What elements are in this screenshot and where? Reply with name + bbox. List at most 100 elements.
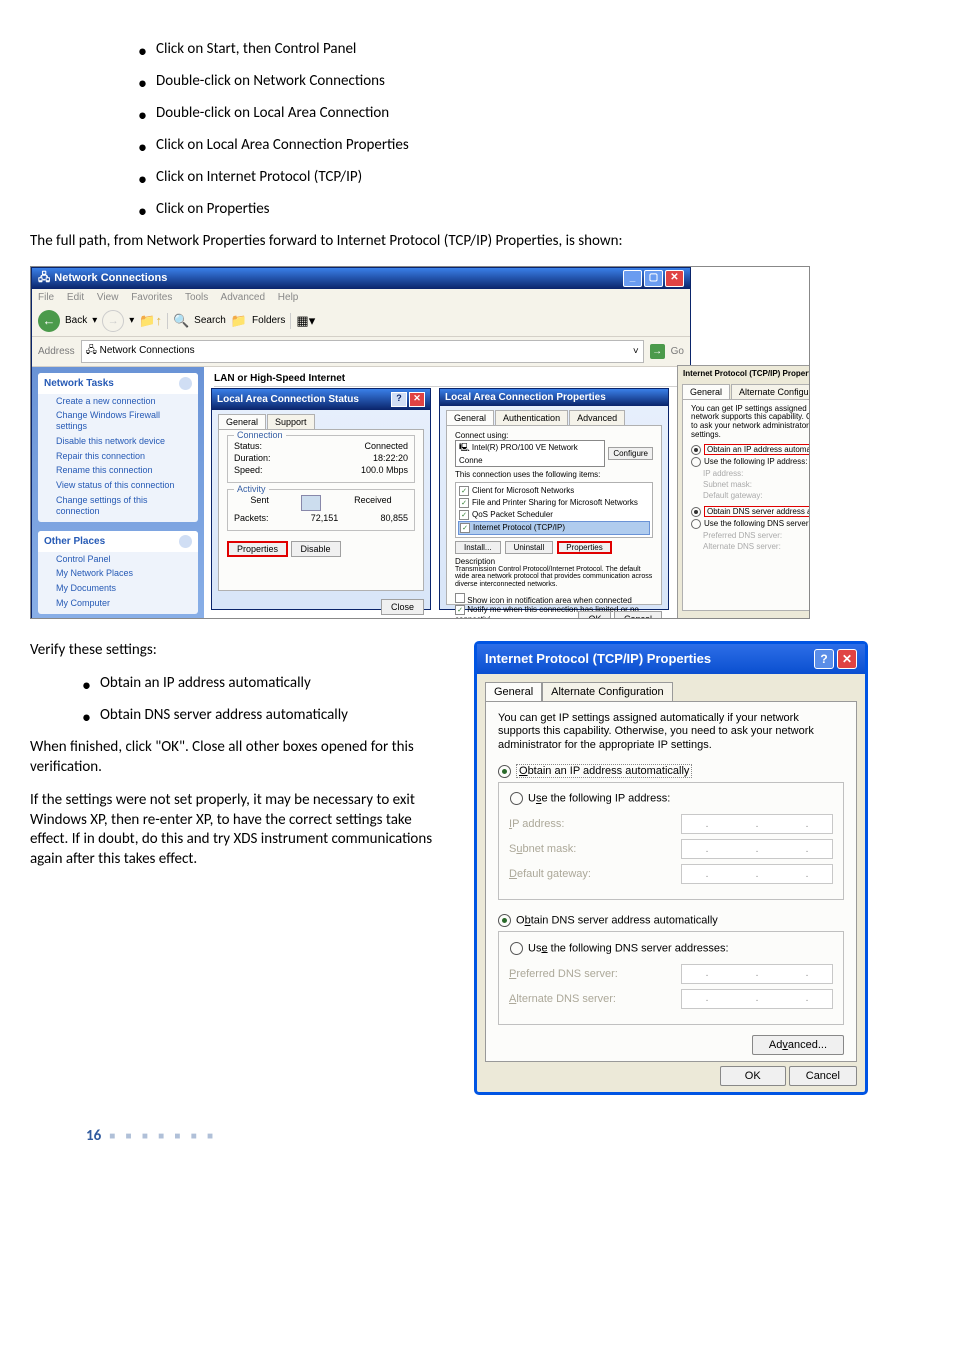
up-icon[interactable]: 📁↑	[139, 313, 162, 329]
pref-dns-label: Preferred DNS server:	[703, 531, 782, 540]
close-dialog-button[interactable]: Close	[381, 599, 424, 615]
show-icon-checkbox[interactable]	[455, 593, 465, 603]
radio-dns-auto-label: Obtain DNS server address automatically	[516, 915, 718, 927]
menu-view[interactable]: View	[97, 292, 119, 303]
maximize-button[interactable]: ▢	[644, 270, 663, 287]
menu-tools[interactable]: Tools	[185, 292, 208, 303]
ok-button[interactable]: OK	[578, 611, 611, 619]
menu-file[interactable]: File	[38, 292, 54, 303]
close-button[interactable]: ✕	[837, 649, 857, 669]
back-button[interactable]: ←	[38, 310, 60, 332]
nc-sidebar: Network Tasks Create a new connection Ch…	[32, 367, 204, 619]
place-link[interactable]: My Computer	[38, 596, 198, 611]
radio-dns-manual-label: Use the following DNS server addresses:	[528, 942, 729, 954]
task-link[interactable]: Create a new connection	[38, 394, 198, 409]
cancel-button[interactable]: Cancel	[614, 611, 662, 619]
address-value: Network Connections	[100, 345, 195, 356]
menu-edit[interactable]: Edit	[67, 292, 84, 303]
items-list[interactable]: ✓Client for Microsoft Networks ✓File and…	[455, 482, 653, 538]
place-link[interactable]: Control Panel	[38, 552, 198, 567]
radio-dns-manual[interactable]	[510, 942, 523, 955]
tab-alt-config[interactable]: Alternate Configuration	[731, 384, 810, 399]
task-link[interactable]: Disable this network device	[38, 434, 198, 449]
tcpip-properties-dialog: Internet Protocol (TCP/IP) Properties ? …	[474, 641, 868, 1095]
connect-using-label: Connect using:	[455, 431, 653, 440]
collapse-icon[interactable]	[179, 535, 192, 548]
menu-help[interactable]: Help	[278, 292, 299, 303]
radio-ip-auto[interactable]	[691, 445, 701, 455]
network-tasks-panel: Network Tasks Create a new connection Ch…	[38, 373, 198, 522]
tcpip-title: Internet Protocol (TCP/IP) Properties	[485, 651, 711, 666]
task-link[interactable]: Rename this connection	[38, 463, 198, 478]
uninstall-button[interactable]: Uninstall	[505, 541, 554, 554]
tab-alt-config[interactable]: Alternate Configuration	[542, 682, 673, 701]
tcpip-desc: You can get IP settings assigned automat…	[691, 405, 810, 440]
close-button[interactable]: ✕	[409, 392, 425, 407]
status-value: Connected	[364, 441, 408, 451]
item-properties-button[interactable]: Properties	[557, 541, 611, 554]
verify-item: Obtain DNS server address automatically	[100, 706, 444, 724]
subnet-input[interactable]: ...	[681, 839, 833, 859]
desc-text: Transmission Control Protocol/Internet P…	[455, 566, 653, 589]
cancel-button[interactable]: Cancel	[789, 1066, 857, 1086]
connection-group-label: Connection	[234, 430, 286, 440]
menu-favorites[interactable]: Favorites	[131, 292, 172, 303]
go-button[interactable]: →	[650, 344, 665, 359]
ip-label: IP address:	[703, 469, 743, 478]
ok-button[interactable]: OK	[720, 1066, 786, 1086]
collapse-icon[interactable]	[179, 377, 192, 390]
close-button[interactable]: ✕	[665, 270, 684, 287]
place-link[interactable]: My Documents	[38, 581, 198, 596]
item: QoS Packet Scheduler	[472, 510, 553, 519]
speed-label: Speed:	[234, 465, 263, 475]
verify-heading: Verify these settings:	[30, 641, 444, 661]
radio-ip-auto[interactable]	[498, 765, 511, 778]
minimize-button[interactable]: _	[623, 270, 642, 287]
address-field[interactable]: 🖧 Network Connections ˅	[81, 340, 644, 363]
ip-input[interactable]: ...	[681, 814, 833, 834]
task-link[interactable]: Change Windows Firewall settings	[38, 408, 198, 434]
help-button[interactable]: ?	[391, 392, 407, 407]
configure-button[interactable]: Configure	[608, 447, 653, 460]
forward-button[interactable]: →	[102, 310, 124, 332]
tab-support[interactable]: Support	[267, 414, 315, 429]
help-button[interactable]: ?	[814, 649, 834, 669]
tab-general[interactable]: General	[682, 384, 730, 399]
alt-dns-label: Alternate DNS server:	[509, 993, 616, 1005]
radio-dns-auto[interactable]	[498, 914, 511, 927]
menu-advanced[interactable]: Advanced	[221, 292, 265, 303]
tab-auth[interactable]: Authentication	[495, 410, 568, 425]
properties-button[interactable]: Properties	[227, 541, 288, 557]
footer-dots: ■ ■ ■ ■ ■ ■ ■	[109, 1129, 217, 1142]
task-link[interactable]: View status of this connection	[38, 478, 198, 493]
task-link[interactable]: Repair this connection	[38, 449, 198, 464]
place-link[interactable]: My Network Places	[38, 566, 198, 581]
install-button[interactable]: Install...	[455, 541, 501, 554]
connection-properties-dialog: Local Area Connection Properties General…	[439, 388, 669, 610]
radio-dns-auto[interactable]	[691, 507, 701, 517]
alt-dns-input[interactable]: ...	[681, 989, 833, 1009]
nc-title: Network Connections	[54, 272, 167, 284]
radio-dns-auto-label: Obtain DNS server address automatically	[704, 506, 810, 517]
folders-icon[interactable]: 📁	[231, 313, 247, 329]
views-icon[interactable]: ▦▾	[296, 313, 315, 329]
radio-ip-manual[interactable]	[510, 792, 523, 805]
gateway-input[interactable]: ...	[681, 864, 833, 884]
notify-checkbox[interactable]: ✓	[455, 605, 465, 615]
advanced-button[interactable]: Advanced...	[752, 1035, 844, 1055]
search-icon[interactable]: 🔍	[173, 313, 189, 329]
pref-dns-input[interactable]: ...	[681, 964, 833, 984]
address-dropdown-icon[interactable]: ˅	[633, 346, 639, 357]
tab-general[interactable]: General	[446, 410, 494, 425]
tab-advanced[interactable]: Advanced	[569, 410, 625, 425]
disable-button[interactable]: Disable	[291, 541, 341, 557]
nc-addressbar: Address 🖧 Network Connections ˅ → Go	[32, 337, 690, 367]
radio-dns-manual[interactable]	[691, 519, 701, 529]
other-places-panel: Other Places Control Panel My Network Pl…	[38, 531, 198, 614]
subnet-field-label: Subnet mask:	[509, 843, 576, 855]
tab-general[interactable]: General	[485, 682, 542, 701]
radio-ip-manual[interactable]	[691, 457, 701, 467]
nc-menubar[interactable]: File Edit View Favorites Tools Advanced …	[32, 289, 690, 306]
task-link[interactable]: Change settings of this connection	[38, 493, 198, 519]
tab-general[interactable]: General	[218, 414, 266, 429]
